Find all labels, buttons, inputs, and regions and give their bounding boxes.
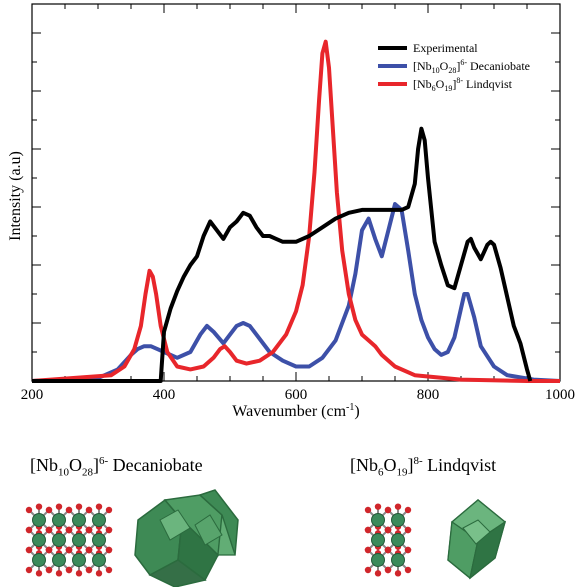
- decaniobate-o-atom: [65, 506, 73, 514]
- x-tick-label-600: 600: [285, 387, 308, 403]
- x-ticks: [31, 4, 561, 381]
- lindqvist-polyhedral-structure: [447, 499, 507, 580]
- lindqvist-o-atom: [364, 526, 372, 534]
- lindqvist-structure-label: [Nb6O19]8- Lindqvist: [350, 455, 497, 479]
- lindqvist-o-atom: [404, 566, 412, 574]
- decaniobate-nb-atom: [32, 533, 46, 547]
- decaniobate-nb-atom: [32, 513, 46, 527]
- x-axis-label-sup: -1: [346, 402, 354, 413]
- decaniobate-o-atom: [65, 526, 73, 534]
- legend: Experimental [Nb10O28]6- Decaniobate [Nb…: [378, 41, 530, 93]
- decaniobate-o-atom: [35, 570, 43, 577]
- lindqvist-o-atom: [384, 506, 392, 514]
- decaniobate-o-atom: [85, 526, 93, 534]
- lindqvist-ball-stick-structure: [364, 503, 412, 577]
- decaniobate-o-atom: [55, 570, 63, 577]
- lindqvist-o-atom: [404, 506, 412, 514]
- lindqvist-nb-atom: [391, 553, 405, 567]
- decaniobate-o-atom: [45, 546, 53, 554]
- decaniobate-o-atom: [105, 526, 113, 534]
- decaniobate-structure-label: [Nb10O28]6- Decaniobate: [30, 455, 203, 479]
- x-tick-label-1000: 1000: [545, 387, 575, 403]
- lindqvist-o-atom: [394, 503, 402, 510]
- lindqvist-o-atom: [404, 546, 412, 554]
- decaniobate-nb-atom: [52, 533, 66, 547]
- x-tick-labels: 200 400 600 800 1000: [21, 387, 575, 403]
- series-experimental-line: [32, 126, 533, 383]
- legend-label-lindqvist: [Nb6O19]8- Lindqvist: [413, 76, 513, 93]
- lindqvist-o-atom: [374, 503, 382, 510]
- decaniobate-nb-atom: [92, 553, 106, 567]
- decaniobate-o-atom: [75, 503, 83, 510]
- series-decaniobate-line: [31, 202, 561, 383]
- lindqvist-nb-atom: [391, 533, 405, 547]
- x-axis-label-main: Wavenumber (cm: [232, 403, 346, 420]
- decaniobate-o-atom: [95, 570, 103, 577]
- decaniobate-o-atom: [25, 546, 33, 554]
- decaniobate-nb-atom: [52, 553, 66, 567]
- decaniobate-nb-atom: [72, 553, 86, 567]
- decaniobate-nb-atom: [72, 533, 86, 547]
- decaniobate-o-atom: [45, 506, 53, 514]
- decaniobate-o-atom: [45, 566, 53, 574]
- decaniobate-o-atom: [25, 566, 33, 574]
- lindqvist-o-atom: [404, 526, 412, 534]
- series-lindqvist-line: [31, 39, 560, 383]
- decaniobate-o-atom: [105, 546, 113, 554]
- decaniobate-nb-atom: [52, 513, 66, 527]
- decaniobate-o-atom: [105, 506, 113, 514]
- x-axis-label: Wavenumber (cm-1): [232, 402, 359, 420]
- decaniobate-o-atom: [85, 506, 93, 514]
- decaniobate-nb-atom: [92, 533, 106, 547]
- lindqvist-nb-atom: [371, 553, 385, 567]
- lindqvist-o-atom: [394, 570, 402, 577]
- y-axis-label: Intensity (a.u): [7, 151, 24, 241]
- decaniobate-nb-atom: [32, 553, 46, 567]
- decaniobate-o-atom: [85, 546, 93, 554]
- lindqvist-nb-atom: [371, 533, 385, 547]
- x-axis-label-end: ): [354, 403, 359, 420]
- x-tick-label-400: 400: [153, 387, 176, 403]
- lindqvist-o-atom: [384, 566, 392, 574]
- x-tick-label-800: 800: [417, 387, 440, 403]
- legend-label-experimental: Experimental: [413, 41, 478, 55]
- decaniobate-nb-atom: [92, 513, 106, 527]
- lindqvist-o-atom: [364, 566, 372, 574]
- legend-label-decaniobate: [Nb10O28]6- Decaniobate: [413, 58, 530, 75]
- y-ticks: [32, 32, 560, 353]
- lindqvist-o-atom: [374, 570, 382, 577]
- decaniobate-o-atom: [45, 526, 53, 534]
- decaniobate-o-atom: [95, 503, 103, 510]
- lindqvist-o-atom: [384, 546, 392, 554]
- series-layer: [31, 39, 561, 383]
- lindqvist-o-atom: [384, 526, 392, 534]
- lindqvist-nb-atom: [371, 513, 385, 527]
- decaniobate-o-atom: [55, 503, 63, 510]
- decaniobate-o-atom: [65, 566, 73, 574]
- decaniobate-o-atom: [35, 503, 43, 510]
- decaniobate-o-atom: [75, 570, 83, 577]
- x-tick-label-200: 200: [21, 387, 44, 403]
- decaniobate-polyhedral-structure: [134, 489, 239, 587]
- decaniobate-ball-stick-structure: [25, 503, 113, 577]
- lindqvist-o-atom: [364, 506, 372, 514]
- decaniobate-o-atom: [25, 506, 33, 514]
- decaniobate-o-atom: [85, 566, 93, 574]
- decaniobate-o-atom: [105, 566, 113, 574]
- lindqvist-o-atom: [364, 546, 372, 554]
- decaniobate-o-atom: [65, 546, 73, 554]
- decaniobate-nb-atom: [72, 513, 86, 527]
- lindqvist-nb-atom: [391, 513, 405, 527]
- decaniobate-o-atom: [25, 526, 33, 534]
